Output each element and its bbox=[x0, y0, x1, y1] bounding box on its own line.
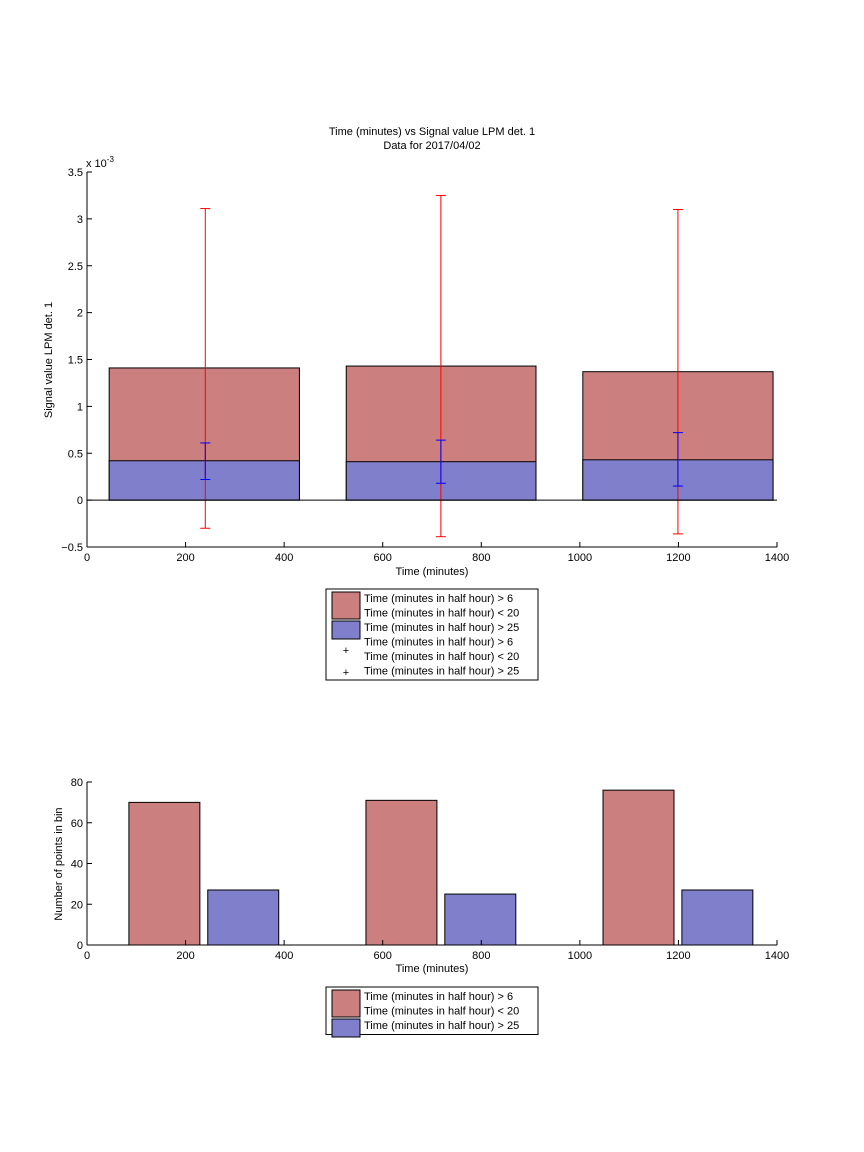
legend: Time (minutes in half hour) > 6 Time (min… bbox=[325, 986, 539, 1038]
svg-text:x 10-3: x 10-3 bbox=[86, 155, 114, 170]
legend-label: Time (minutes in half hour) > 6 bbox=[364, 637, 513, 649]
y-tick-label: 3.5 bbox=[68, 167, 83, 179]
x-tick-label: 800 bbox=[472, 552, 490, 564]
x-tick-label: 200 bbox=[176, 950, 194, 962]
legend-patch bbox=[331, 591, 361, 620]
legend-label: Time (minutes in half hour) > 25 bbox=[364, 1020, 519, 1032]
y-exponent-label: x 10-3 bbox=[86, 155, 114, 170]
x-tick-label: 1200 bbox=[666, 552, 690, 564]
x-tick-label: 400 bbox=[275, 950, 293, 962]
legend-label: Time (minutes in half hour) > 25 bbox=[364, 622, 519, 634]
legend-box bbox=[325, 588, 539, 681]
legend-patch bbox=[331, 620, 361, 640]
x-tick-label: 0 bbox=[84, 552, 90, 564]
y-tick-label: 2 bbox=[77, 308, 83, 320]
x-tick-label: 1000 bbox=[568, 552, 592, 564]
x-axis-label: Time (minutes) bbox=[396, 963, 469, 975]
y-tick-label: 40 bbox=[71, 859, 83, 871]
legend-label: Time (minutes in half hour) < 20 bbox=[364, 1006, 519, 1018]
y-tick-label: 60 bbox=[71, 818, 83, 830]
x-tick-label: 0 bbox=[84, 950, 90, 962]
y-tick-label: 1.5 bbox=[68, 355, 83, 367]
legend-label: Time (minutes in half hour) > 25 bbox=[364, 666, 519, 678]
x-tick-label: 1000 bbox=[568, 950, 592, 962]
y-tick-label: 0 bbox=[77, 495, 83, 507]
error-bar bbox=[672, 432, 683, 487]
x-tick-label: 200 bbox=[176, 552, 194, 564]
legend-patch bbox=[331, 1018, 361, 1038]
error-bar bbox=[435, 439, 446, 484]
x-tick-label: 800 bbox=[472, 950, 490, 962]
legend-label: Time (minutes in half hour) < 20 bbox=[364, 608, 519, 620]
x-tick-label: 600 bbox=[374, 950, 392, 962]
error-bar bbox=[200, 442, 211, 480]
y-tick-label: 0 bbox=[77, 940, 83, 952]
legend-marker: + bbox=[343, 667, 349, 679]
count-chart: 0 200 400 600 800 1000 1200 1400 0 20 40 60 80 Time … bbox=[53, 777, 789, 1038]
x-tick-label: 1400 bbox=[765, 552, 789, 564]
x-tick-label: 400 bbox=[275, 552, 293, 564]
bar-series-2 bbox=[207, 889, 280, 946]
legend-box bbox=[325, 986, 539, 1035]
legend-label: Time (minutes in half hour) < 20 bbox=[364, 651, 519, 663]
y-tick-label: 20 bbox=[71, 899, 83, 911]
bar-series-2 bbox=[108, 460, 300, 501]
bar-series-1 bbox=[128, 801, 201, 946]
y-tick-label: 2.5 bbox=[68, 261, 83, 273]
legend-label: Time (minutes in half hour) > 6 bbox=[364, 593, 513, 605]
bar-series-1 bbox=[602, 789, 675, 946]
legend-label: Time (minutes in half hour) > 6 bbox=[364, 991, 513, 1003]
chart-subtitle: Data for 2017/04/02 bbox=[383, 140, 480, 152]
legend: Time (minutes in half hour) > 6 Time (min… bbox=[325, 588, 539, 681]
legend-marker: + bbox=[343, 645, 349, 657]
y-axis-label: Signal value LPM det. 1 bbox=[43, 302, 55, 418]
y-axis-label: Number of points in bin bbox=[53, 807, 65, 920]
x-tick-label: 600 bbox=[374, 552, 392, 564]
y-tick-label: 80 bbox=[71, 777, 83, 789]
x-tick-label: 1200 bbox=[666, 950, 690, 962]
x-axis-label: Time (minutes) bbox=[396, 566, 469, 578]
y-tick-label: 3 bbox=[77, 214, 83, 226]
y-tick-label: −0.5 bbox=[61, 542, 83, 554]
bar-series-1 bbox=[365, 799, 438, 946]
y-tick-label: 1 bbox=[77, 401, 83, 413]
bar-series-2 bbox=[444, 893, 517, 946]
bar-series-2 bbox=[681, 889, 754, 946]
x-tick-label: 1400 bbox=[765, 950, 789, 962]
y-tick-label: 0.5 bbox=[68, 448, 83, 460]
signal-chart: Time (minutes) vs Signal value LPM det. … bbox=[43, 126, 789, 681]
chart-title: Time (minutes) vs Signal value LPM det. … bbox=[329, 126, 535, 138]
legend-patch bbox=[331, 989, 361, 1018]
